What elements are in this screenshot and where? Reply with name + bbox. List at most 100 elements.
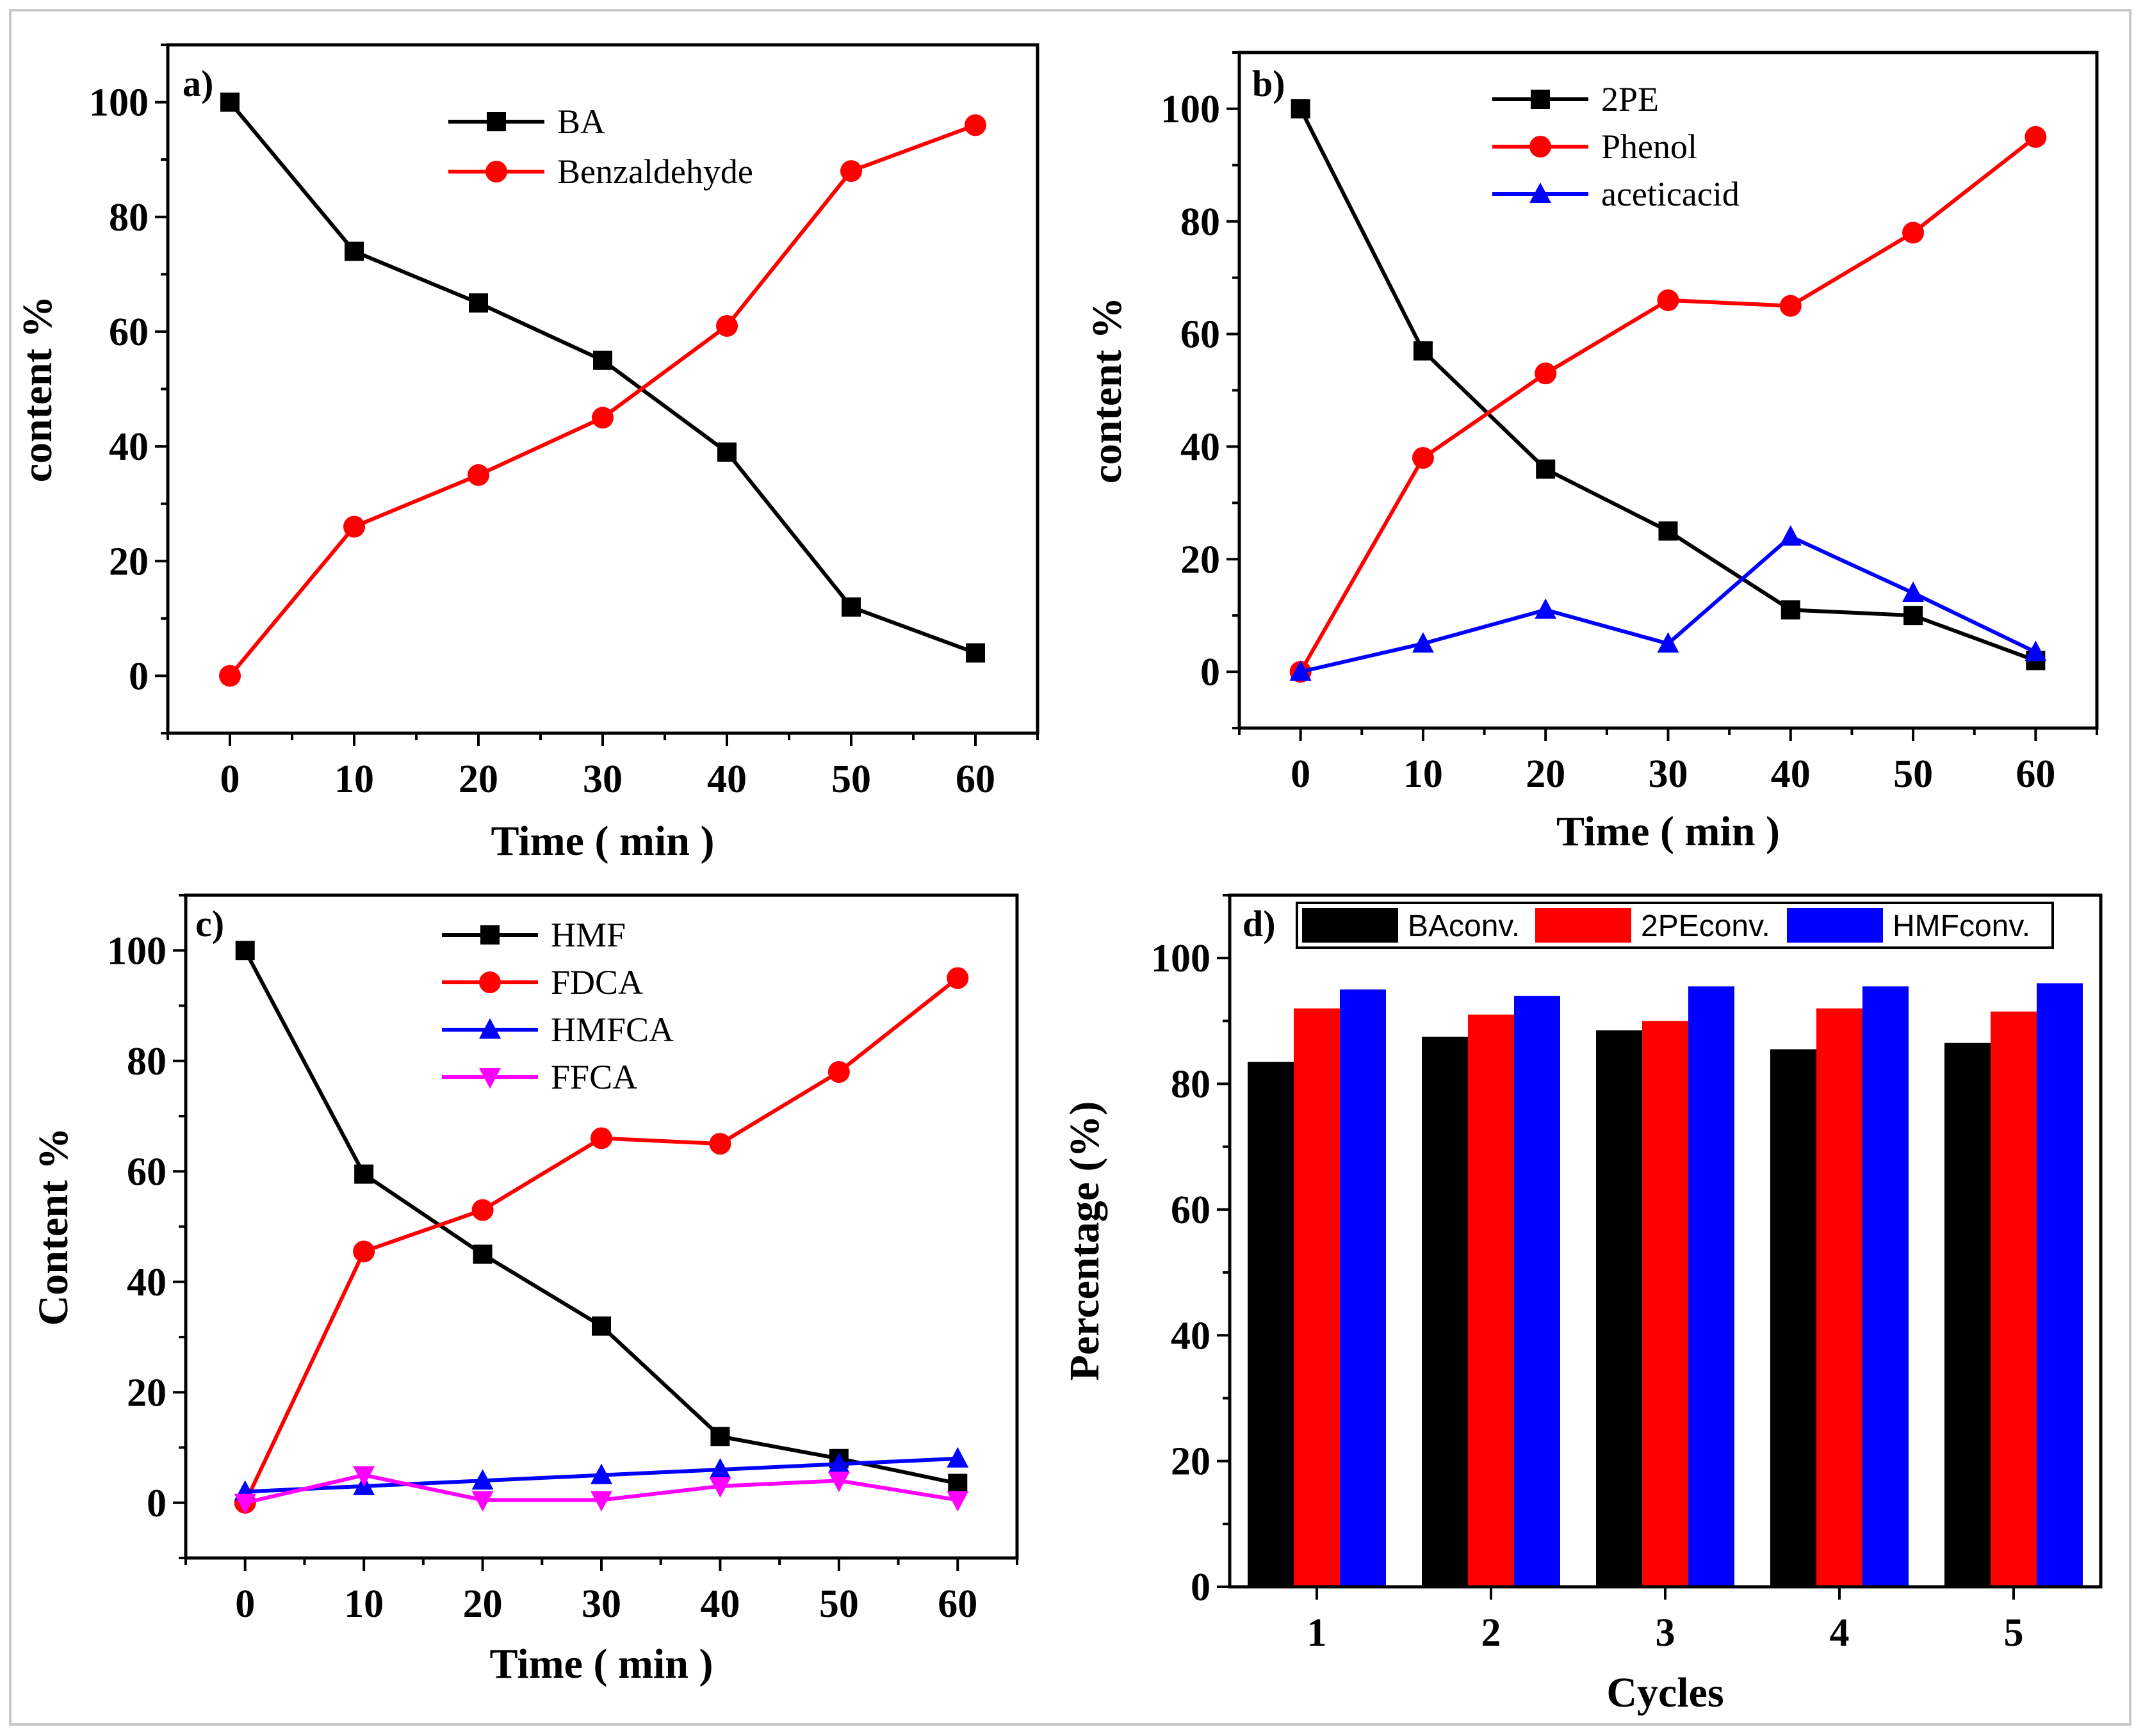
series-aceticacid <box>1289 525 2047 681</box>
x-tick-label: 60 <box>2016 752 2055 796</box>
legend-item: BAconv. <box>1302 908 1520 943</box>
legend-marker <box>479 1018 501 1039</box>
x-tick-label: 10 <box>344 1582 384 1626</box>
y-tick-label: 100 <box>1151 937 1210 980</box>
data-point <box>1658 521 1678 541</box>
x-tick-label: 40 <box>707 758 747 801</box>
data-point <box>1902 581 1925 602</box>
data-point <box>947 967 969 989</box>
y-tick-label: 80 <box>127 1040 167 1083</box>
data-point <box>1902 222 1925 244</box>
data-point <box>1291 99 1310 118</box>
y-tick-label: 60 <box>1180 313 1220 357</box>
data-point <box>2025 640 2047 661</box>
legend-label: HMF <box>551 916 626 954</box>
x-tick-label: 30 <box>1649 752 1688 796</box>
data-point <box>716 314 738 337</box>
data-point <box>469 293 488 313</box>
data-point <box>343 515 365 538</box>
y-tick-label: 80 <box>1171 1063 1210 1107</box>
series-line <box>243 977 959 1504</box>
x-tick-label: 40 <box>1771 752 1811 796</box>
legend-label: BAconv. <box>1408 909 1520 943</box>
legend-marker <box>1529 183 1551 203</box>
legend-item: Benzaldehyde <box>448 152 753 191</box>
data-point <box>2025 126 2047 148</box>
x-tick-label: 0 <box>235 1582 255 1626</box>
legend-marker <box>485 161 507 183</box>
x-tick-label: 30 <box>583 758 623 801</box>
bar-baconv <box>1770 1049 1816 1587</box>
legend-box <box>1296 902 2054 949</box>
data-point <box>1903 606 1923 626</box>
data-point <box>1779 295 1802 317</box>
data-point <box>1657 289 1679 311</box>
y-tick-label: 0 <box>1200 651 1220 694</box>
legend-label: HMFCA <box>551 1010 674 1049</box>
legend-item: HMFconv. <box>1787 908 2030 943</box>
legend-swatch <box>1535 908 1631 943</box>
data-point <box>1535 362 1557 385</box>
x-axis-title: Cycles <box>1606 1669 1723 1716</box>
data-point <box>468 464 489 486</box>
data-point <box>1413 341 1433 361</box>
legend-marker <box>1531 90 1550 109</box>
x-tick-label: 1 <box>1307 1611 1327 1655</box>
data-point <box>947 1491 969 1512</box>
legend-label: FDCA <box>551 963 643 1002</box>
legend-item: HMF <box>442 916 626 954</box>
data-point <box>592 1316 611 1336</box>
data-point <box>717 442 737 462</box>
data-point <box>219 665 241 687</box>
y-axis-title: Content % <box>30 1128 77 1326</box>
legend-item: Phenol <box>1492 127 1697 166</box>
data-point <box>709 1458 731 1479</box>
legend-item: FDCA <box>442 963 643 1002</box>
plot-frame-top <box>1228 893 2103 1589</box>
x-tick-label: 4 <box>1830 1611 1850 1655</box>
legend: 2PE Phenol aceticacid <box>1492 80 1740 213</box>
data-point <box>827 1061 850 1083</box>
panel-label: c) <box>195 903 224 945</box>
data-point <box>591 1127 612 1149</box>
x-tick-label: 30 <box>582 1582 621 1626</box>
legend-label: 2PEconv. <box>1641 909 1770 943</box>
y-tick-label: 40 <box>127 1261 167 1304</box>
x-axis-title: Time ( min ) <box>491 818 715 864</box>
legend-label: aceticacid <box>1601 175 1740 213</box>
y-axis-title: Percentage (%) <box>1061 1101 1108 1381</box>
legend-marker <box>487 112 506 131</box>
data-point <box>592 407 614 429</box>
data-point <box>471 1199 494 1221</box>
data-point <box>235 941 255 961</box>
x-axis-title: Time ( min ) <box>490 1641 713 1687</box>
y-tick-label: 40 <box>1180 425 1220 469</box>
x-tick-label: 10 <box>334 758 374 801</box>
chart-panel-1: 0 20 40 60 80 100 content % Time ( min ) a) 0 10 20… <box>14 43 1039 864</box>
x-tick-label: 3 <box>1656 1611 1675 1655</box>
panel-label: a) <box>183 63 213 104</box>
legend-item: HMFCA <box>442 1010 674 1049</box>
y-tick-label: 60 <box>127 1150 167 1194</box>
data-point <box>966 643 985 663</box>
bar-2peconv <box>1816 1008 1862 1587</box>
data-point <box>353 1240 375 1263</box>
data-point <box>1779 525 1802 546</box>
y-tick-label: 60 <box>1171 1188 1210 1232</box>
legend-marker <box>479 971 501 993</box>
y-axis-title: content % <box>14 296 61 482</box>
series-ffca <box>234 1466 969 1514</box>
bar-hmfconv <box>1340 989 1386 1587</box>
data-point <box>591 1463 612 1484</box>
y-axis-title: content % <box>1084 297 1130 483</box>
x-tick-label: 0 <box>220 758 240 801</box>
legend-item: aceticacid <box>1492 175 1740 213</box>
series-line <box>1299 135 2037 673</box>
data-point <box>710 1427 730 1447</box>
panel-label: b) <box>1252 63 1285 104</box>
data-point <box>709 1133 731 1155</box>
data-point <box>1412 447 1434 469</box>
y-tick-label: 80 <box>1180 200 1220 244</box>
bar-baconv <box>1422 1036 1468 1587</box>
